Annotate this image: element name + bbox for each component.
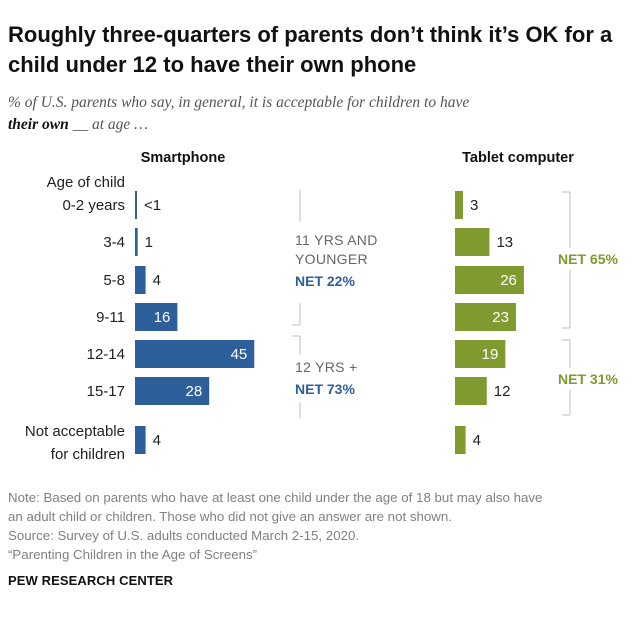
tablet-value-label: 4 (473, 432, 481, 449)
tablet-bar (455, 228, 490, 256)
tablet-bar (455, 377, 487, 405)
source-line: Source: Survey of U.S. adults conducted … (8, 528, 360, 543)
tablet-bar (455, 303, 516, 331)
chart-title: Roughly three-quarters of parents don’t … (8, 22, 613, 77)
net-label-tablet-older: NET 31% (558, 371, 618, 387)
row-header: Age of child (47, 174, 125, 191)
tablet-bar (455, 340, 506, 368)
smartphone-value-label: <1 (144, 197, 161, 214)
brand-footer: PEW RESEARCH CENTER (8, 573, 174, 588)
chart-notes: Note: Based on parents who have at least… (8, 488, 628, 564)
tablet-value-label: 23 (492, 309, 509, 326)
tablet-value-label: 12 (494, 383, 511, 400)
subtitle-blank: __ at age … (72, 116, 148, 133)
tablet-bar (455, 191, 463, 219)
tablet-header: Tablet computer (462, 150, 574, 166)
category-label: 0-2 years (62, 197, 125, 214)
tablet-value-label: 3 (470, 197, 478, 214)
category-label: 15-17 (87, 383, 125, 400)
category-label: Not acceptable (25, 423, 125, 440)
smartphone-bar (135, 426, 146, 454)
smartphone-bar (135, 340, 255, 368)
subtitle-text: % of U.S. parents who say, in general, i… (8, 94, 470, 111)
group-label: 12 YRS + (295, 359, 357, 375)
net-label-smartphone-older: NET 73% (295, 381, 355, 397)
smartphone-value-label: 28 (186, 383, 203, 400)
category-label: 5-8 (103, 272, 125, 289)
category-label: 12-14 (87, 346, 125, 363)
tablet-value-label: 13 (496, 234, 513, 251)
category-label: for children (51, 446, 125, 463)
smartphone-bar (135, 377, 210, 405)
smartphone-value-label: 1 (145, 234, 153, 251)
tablet-value-label: 26 (500, 272, 517, 289)
label-backdrop (552, 368, 636, 390)
tablet-value-label: 19 (482, 346, 499, 363)
chart-subtitle: % of U.S. parents who say, in general, i… (8, 92, 628, 136)
smartphone-header: Smartphone (141, 150, 226, 166)
note-line-2: an adult child or children. Those who di… (8, 509, 452, 524)
smartphone-bar (135, 191, 137, 219)
net-label-smartphone-young: NET 22% (295, 273, 355, 289)
tablet-bar (455, 266, 524, 294)
smartphone-value-label: 4 (153, 272, 161, 289)
net-label-tablet-young: NET 65% (558, 251, 618, 267)
group-label: YOUNGER (295, 251, 368, 267)
subtitle-emphasis: their own (8, 116, 69, 133)
category-label: 3-4 (103, 234, 125, 251)
note-line-1: Note: Based on parents who have at least… (8, 490, 543, 505)
report-title: “Parenting Children in the Age of Screen… (8, 547, 258, 562)
smartphone-bar (135, 266, 146, 294)
category-label: 9-11 (96, 309, 125, 326)
smartphone-value-label: 4 (153, 432, 161, 449)
tablet-bar (455, 426, 466, 454)
smartphone-value-label: 16 (154, 309, 171, 326)
smartphone-bar (135, 228, 138, 256)
bar-chart: Smartphone Tablet computer Age of child 0-2… (24, 150, 636, 463)
group-label: 11 YRS AND (295, 232, 378, 248)
smartphone-bar (135, 303, 178, 331)
smartphone-value-label: 45 (231, 346, 248, 363)
label-backdrop (552, 248, 636, 270)
